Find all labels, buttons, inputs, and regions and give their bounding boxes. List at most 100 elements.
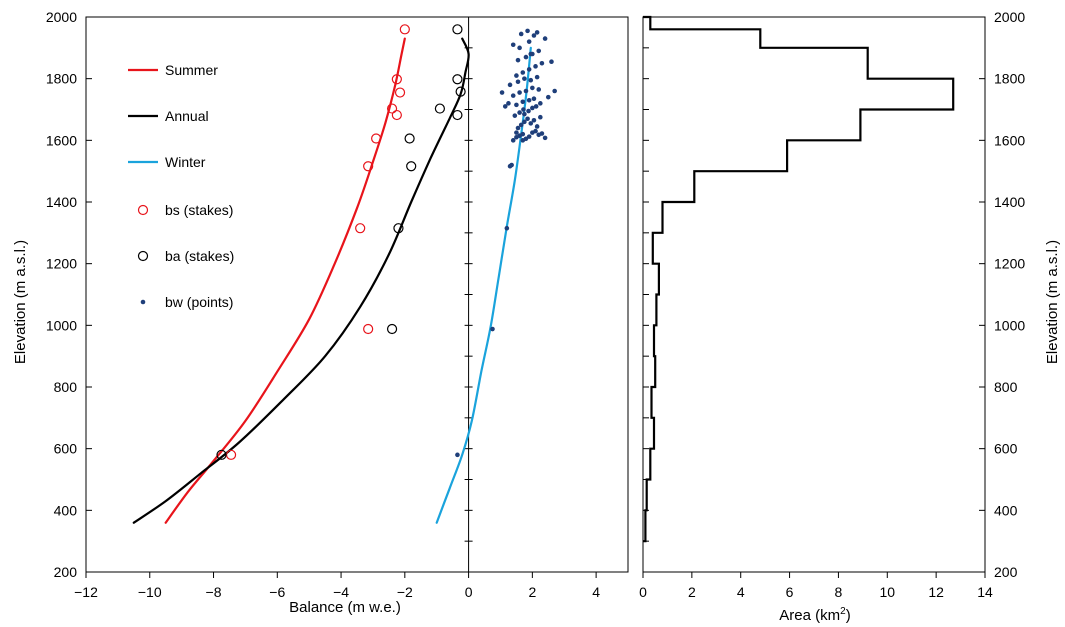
- left-y-tick-label: 800: [54, 379, 78, 395]
- summer-curve: [164, 37, 406, 524]
- area-x-axis-label-main: Area (km: [779, 607, 840, 624]
- bw-points-point: [522, 111, 527, 117]
- legend-label-ba-stakes: ba (stakes): [165, 248, 234, 264]
- legend-label-annual: Annual: [165, 108, 209, 124]
- bs-stakes-point: [386, 103, 398, 114]
- right-y-tick-label: 1400: [994, 194, 1025, 210]
- bw-points-point: [528, 77, 534, 83]
- right-y-tick-label: 800: [994, 379, 1018, 395]
- legend: Summer Annual Winter bs (stakes) ba (stakes)…: [128, 62, 234, 310]
- right-y-tick-label: 1800: [994, 71, 1025, 87]
- bw-points-point: [536, 87, 542, 92]
- winter-curve: [435, 46, 532, 524]
- bw-points-point: [507, 82, 513, 88]
- bw-points-point: [514, 102, 519, 108]
- balance-x-tick-label: 4: [592, 584, 600, 600]
- left-y-tick-label: 1200: [46, 256, 77, 272]
- bw-points-point: [536, 48, 542, 54]
- left-y-tick-label: 1800: [46, 71, 77, 87]
- bw-points-point: [517, 90, 522, 95]
- left-y-tick-label: 1600: [46, 132, 77, 148]
- bw-points-point: [517, 110, 522, 115]
- ba-stakes-point: [455, 86, 466, 97]
- bw-points-point: [528, 121, 534, 126]
- bw-points-point: [549, 59, 554, 65]
- bw-points-point: [522, 76, 527, 81]
- bs-stakes-point: [391, 109, 402, 121]
- left-y-tick-label: 2000: [46, 9, 77, 25]
- bs-stakes-point: [391, 74, 402, 85]
- bw-points-point: [538, 101, 543, 106]
- balance-plot-area: 200 400 600 800 1000 1200 1400 1600 1800 2000 −12 −…: [46, 9, 629, 600]
- bw-points-point: [510, 138, 516, 143]
- bw-points-point: [515, 57, 521, 63]
- bw-points-point: [531, 96, 537, 102]
- area-x-axis-label-sup: 2: [840, 606, 846, 617]
- area-histogram-step: [643, 15, 955, 543]
- bw-points-point: [518, 122, 524, 128]
- ba-stakes-point: [452, 74, 463, 85]
- bw-points-point: [499, 90, 505, 95]
- bw-points-point: [526, 39, 532, 44]
- ba-stakes-point: [216, 449, 227, 460]
- bw-points-point: [514, 73, 519, 78]
- bw-points-point: [520, 131, 526, 137]
- bw-points-point: [514, 130, 519, 135]
- bw-points-point: [504, 225, 510, 231]
- bw-points-point: [530, 85, 535, 91]
- bw-points-point: [515, 125, 521, 131]
- ba-stakes-point: [386, 323, 398, 335]
- bw-points-point: [533, 104, 539, 109]
- ba-stakes-point: [404, 133, 415, 144]
- bw-points-point: [455, 452, 460, 458]
- area-x-tick-label: 14: [977, 584, 993, 600]
- bw-points-point: [539, 131, 545, 136]
- bw-points-point: [502, 104, 508, 109]
- right-y-tick-label: 1000: [994, 317, 1025, 333]
- bw-points-point: [552, 88, 557, 94]
- area-x-tick-label: 10: [879, 584, 895, 600]
- legend-label-bw-points: bw (points): [165, 294, 233, 310]
- right-y-tick-label: 1600: [994, 132, 1025, 148]
- bw-points-point: [520, 99, 526, 105]
- bs-stakes-point: [394, 87, 406, 98]
- area-panel: 200 400 600 800 1000 1200 1400 1600 1800 2000 0 2 4 6…: [639, 9, 1061, 624]
- area-x-tick-label: 12: [928, 584, 944, 600]
- bw-points-point: [531, 117, 537, 123]
- legend-label-winter: Winter: [165, 154, 206, 170]
- area-plot-area: 200 400 600 800 1000 1200 1400 1600 1800 2000 0 2 4 6…: [639, 9, 1025, 600]
- bw-points-point: [534, 30, 540, 35]
- right-y-tick-label: 2000: [994, 9, 1025, 25]
- bw-points-point: [531, 33, 537, 38]
- bw-points-point: [490, 326, 495, 332]
- annual-curve: [132, 37, 470, 524]
- bs-stakes-point: [363, 323, 374, 335]
- right-y-tick-label: 600: [994, 441, 1018, 457]
- balance-x-tick-label: −2: [397, 584, 413, 600]
- bw-points-point: [526, 67, 532, 72]
- left-y-axis-label: Elevation (m a.s.l.): [12, 240, 29, 364]
- bw-points-point: [522, 119, 527, 125]
- area-x-tick-label: 8: [835, 584, 843, 600]
- ba-stakes-point: [452, 24, 463, 35]
- right-y-tick-label: 1200: [994, 256, 1025, 272]
- balance-x-tick-label: 2: [528, 584, 536, 600]
- bw-points-point: [523, 88, 529, 94]
- balance-x-tick-label: −12: [74, 584, 98, 600]
- legend-swatch-bw-points: [140, 299, 146, 305]
- bw-points-point: [528, 51, 534, 57]
- bs-stakes-point: [225, 449, 237, 460]
- right-y-tick-label: 200: [994, 564, 1018, 580]
- bw-points-point: [520, 70, 526, 75]
- bw-points-point: [525, 28, 530, 34]
- balance-panel: 200 400 600 800 1000 1200 1400 1600 1800 2000 −12 −…: [12, 9, 629, 616]
- balance-x-tick-label: −8: [206, 584, 222, 600]
- area-x-tick-label: 0: [639, 584, 647, 600]
- bw-points-point: [518, 31, 524, 37]
- ba-stakes-point: [434, 103, 445, 114]
- left-y-tick-label: 1000: [46, 317, 77, 333]
- left-y-tick-label: 400: [54, 502, 78, 518]
- left-y-tick-label: 600: [54, 441, 78, 457]
- left-y-tick-label: 200: [54, 564, 78, 580]
